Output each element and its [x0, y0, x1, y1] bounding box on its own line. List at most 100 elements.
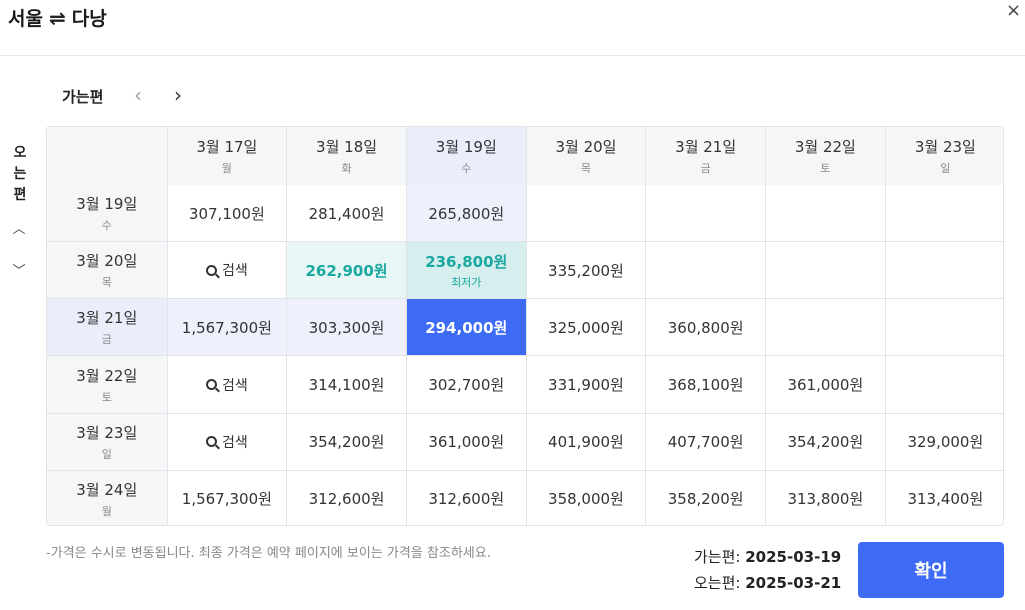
- inbound-weekday: 목: [101, 276, 112, 290]
- outbound-weekday: 수: [461, 162, 472, 175]
- price-cell[interactable]: 312,600원: [286, 470, 407, 525]
- price-cell[interactable]: 358,200원: [645, 470, 767, 525]
- price-calendar-grid: 3월 17일 월 3월 18일 화 3월 19일 수 3월 20일 목 3월 21일 금 3월 22…: [46, 126, 1004, 526]
- outbound-summary-label: 가는편:: [694, 548, 741, 566]
- price-value: 329,000원: [907, 433, 984, 452]
- destination-city: 다낭: [71, 8, 107, 30]
- inbound-date-header: 3월 19일 수: [47, 185, 168, 243]
- search-label: 검색: [221, 377, 248, 394]
- price-cell[interactable]: 312,600원: [406, 470, 527, 525]
- inbound-weekday: 월: [101, 504, 112, 518]
- inbound-date: 3월 22일: [76, 366, 138, 385]
- search-link[interactable]: 검색: [205, 375, 248, 395]
- outbound-summary-date: 2025-03-19: [745, 548, 842, 566]
- price-cell[interactable]: 335,200원: [526, 241, 647, 300]
- price-cell[interactable]: 358,000원: [526, 470, 647, 525]
- outbound-weekday: 목: [580, 162, 592, 175]
- empty-cell: [645, 241, 767, 300]
- price-cell[interactable]: 303,300원: [286, 298, 407, 357]
- price-cell[interactable]: 313,400원: [885, 470, 1003, 525]
- price-cell[interactable]: 236,800원 최저가: [406, 241, 527, 300]
- price-disclaimer: -가격은 수시로 변동됩니다. 최종 가격은 예약 페이지에 보이는 가격을 참…: [46, 546, 491, 561]
- swap-icon[interactable]: ⇌: [48, 5, 66, 30]
- price-cell[interactable]: 313,800원: [765, 470, 886, 525]
- search-label: 검색: [221, 263, 248, 280]
- search-icon: [205, 264, 217, 276]
- outbound-weekday: 월: [221, 162, 232, 175]
- outbound-weekday: 화: [341, 162, 352, 175]
- chevron-down-icon[interactable]: ﹀: [12, 264, 26, 279]
- price-cell[interactable]: 360,800원: [645, 298, 767, 357]
- table-row: 3월 20일 목 검색 262,900원 236,800원 최저가 335,200원: [47, 241, 1003, 300]
- price-cell[interactable]: 302,700원: [406, 355, 527, 414]
- chevron-right-icon[interactable]: ›: [174, 83, 182, 107]
- price-value: 368,100원: [667, 376, 744, 395]
- outbound-date: 3월 21일: [675, 138, 737, 156]
- price-cell[interactable]: 314,100원: [286, 355, 407, 414]
- price-cell[interactable]: 265,800원: [406, 185, 527, 243]
- price-cell[interactable]: 331,900원: [526, 355, 647, 414]
- outbound-date-header: 3월 19일 수: [406, 127, 527, 185]
- price-cell[interactable]: 307,100원: [167, 185, 288, 243]
- price-cell[interactable]: 368,100원: [645, 355, 767, 414]
- price-value: 294,000원: [425, 318, 508, 337]
- price-value: 307,100원: [188, 204, 265, 223]
- outbound-summary: 가는편: 2025-03-19: [694, 546, 841, 567]
- price-cell[interactable]: 294,000원: [406, 298, 527, 357]
- price-cell[interactable]: 검색: [167, 355, 288, 414]
- price-value: 407,700원: [667, 433, 744, 452]
- inbound-date-header: 3월 20일 목: [47, 241, 168, 300]
- inbound-date: 3월 24일: [76, 480, 138, 499]
- price-cell[interactable]: 401,900원: [526, 413, 647, 471]
- outbound-date: 3월 20일: [555, 138, 617, 156]
- price-cell[interactable]: 354,200원: [765, 413, 886, 471]
- price-value: 314,100원: [308, 376, 385, 395]
- price-cell[interactable]: 검색: [167, 241, 288, 300]
- price-value: 312,600원: [308, 490, 385, 509]
- inbound-summary: 오는편: 2025-03-21: [694, 572, 841, 593]
- lowest-price-badge: 최저가: [451, 275, 482, 289]
- inbound-label: 오 는 편: [12, 143, 28, 206]
- empty-cell: [885, 185, 1003, 243]
- price-cell[interactable]: 325,000원: [526, 298, 647, 357]
- price-value: 354,200원: [308, 433, 385, 452]
- price-cell[interactable]: 407,700원: [645, 413, 767, 471]
- inbound-weekday: 금: [101, 333, 112, 347]
- close-icon[interactable]: ×: [1006, 0, 1022, 21]
- price-cell[interactable]: 1,567,300원: [167, 298, 288, 357]
- empty-cell: [885, 298, 1003, 357]
- search-label: 검색: [221, 434, 248, 451]
- search-link[interactable]: 검색: [205, 260, 248, 280]
- empty-cell: [765, 241, 886, 300]
- search-link[interactable]: 검색: [205, 432, 248, 452]
- price-cell[interactable]: 361,000원: [765, 355, 886, 414]
- origin-city: 서울: [8, 8, 43, 30]
- price-value: 265,800원: [428, 204, 505, 223]
- price-cell[interactable]: 361,000원: [406, 413, 527, 471]
- price-value: 313,800원: [787, 490, 864, 509]
- price-cell[interactable]: 1,567,300원: [167, 470, 288, 525]
- outbound-date: 3월 23일: [914, 138, 976, 156]
- outbound-weekday: 토: [820, 162, 831, 175]
- inbound-weekday: 일: [101, 447, 112, 461]
- price-cell[interactable]: 329,000원: [885, 413, 1003, 471]
- price-value: 313,400원: [907, 490, 984, 509]
- price-cell[interactable]: 검색: [167, 413, 288, 471]
- empty-cell: [645, 185, 767, 243]
- chevron-up-icon[interactable]: ︿: [12, 222, 26, 237]
- price-cell[interactable]: 354,200원: [286, 413, 407, 471]
- chevron-left-icon[interactable]: ‹: [134, 83, 142, 107]
- price-value: 401,900원: [548, 433, 624, 452]
- inbound-date: 3월 21일: [76, 309, 138, 328]
- inbound-weekday: 토: [101, 390, 112, 404]
- confirm-button[interactable]: 확인: [858, 542, 1004, 598]
- price-cell[interactable]: 262,900원: [286, 241, 407, 300]
- inbound-date-header: 3월 23일 일: [47, 413, 168, 471]
- price-cell[interactable]: 281,400원: [286, 185, 407, 243]
- inbound-label-char: 편: [13, 187, 27, 203]
- price-value: 312,600원: [428, 490, 505, 509]
